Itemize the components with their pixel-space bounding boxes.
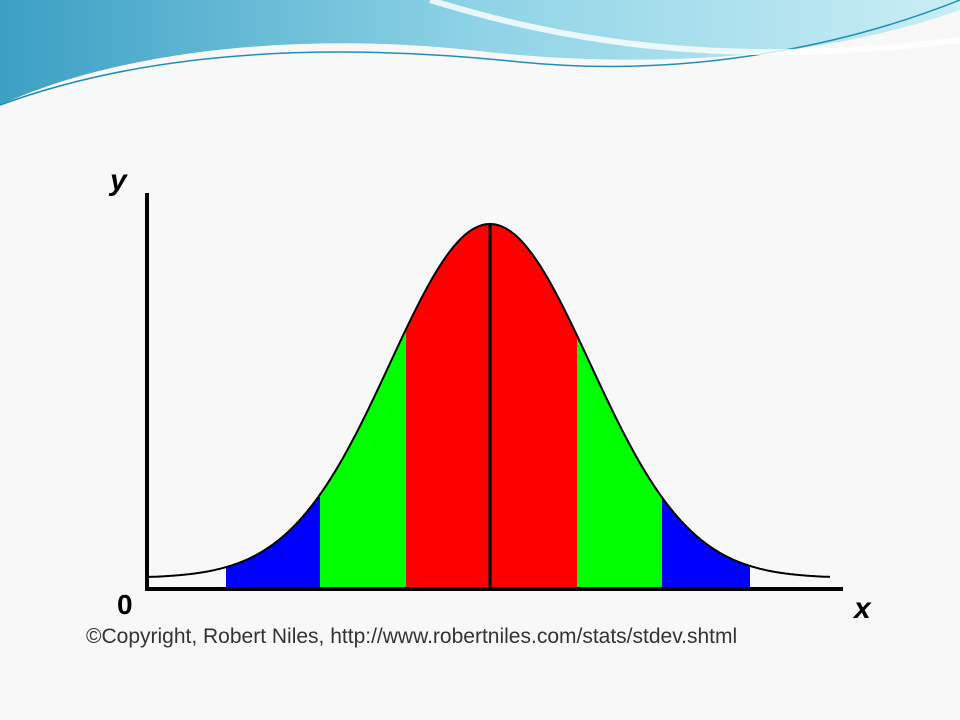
region [577,335,662,588]
x-axis-label: x [852,592,872,625]
y-axis-label: y [108,164,128,197]
credit: ©Copyright, Robert Niles, http://www.rob… [86,625,737,648]
wave-line [0,0,960,106]
region [226,494,320,588]
wave-highlight [429,0,960,56]
bell-curve [147,222,831,588]
region [662,497,750,588]
region [320,329,406,588]
origin-label: 0 [117,589,133,620]
header-wave [0,0,960,105]
